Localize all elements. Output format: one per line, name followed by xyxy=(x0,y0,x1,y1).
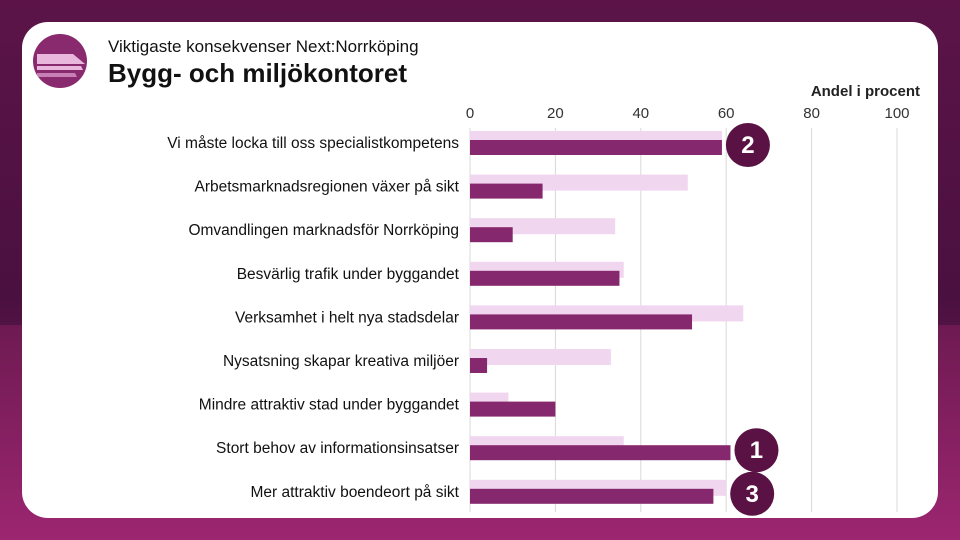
rank-badge-label: 1 xyxy=(750,437,763,464)
rank-badge-label: 2 xyxy=(741,132,754,159)
rank-badge-label: 3 xyxy=(746,481,759,508)
x-tick-label: 80 xyxy=(803,105,820,122)
x-tick-label: 0 xyxy=(466,105,474,122)
rank-badges: 2 1 3 xyxy=(725,123,779,516)
category-label: Mindre attraktiv stad under byggandet xyxy=(199,397,460,414)
category-label: Arbetsmarknadsregionen växer på sikt xyxy=(195,179,460,196)
x-tick-label: 40 xyxy=(632,105,649,122)
bars xyxy=(470,131,744,504)
bar-dark xyxy=(470,183,543,199)
x-tick-label: 100 xyxy=(884,105,909,122)
bar-dark xyxy=(470,488,714,504)
x-tick-label: 60 xyxy=(718,105,735,122)
category-label: Mer attraktiv boendeort på sikt xyxy=(251,484,460,501)
category-label: Omvandlingen marknadsför Norrköping xyxy=(188,222,459,239)
bar-dark xyxy=(470,445,731,461)
bar-dark xyxy=(470,227,513,243)
x-axis-title: Andel i procent xyxy=(810,83,920,100)
rank-badge-circle xyxy=(730,471,775,516)
rank-badge: 1 xyxy=(734,428,779,473)
bar-dark xyxy=(470,314,693,330)
logo-icon xyxy=(33,34,87,88)
bar-dark xyxy=(470,270,620,286)
x-tick-labels: 0 20 40 60 80 100 xyxy=(466,105,910,122)
bar-dark xyxy=(470,401,556,417)
rank-badge-circle xyxy=(734,428,779,473)
bar-dark xyxy=(470,358,488,373)
category-label: Vi måste locka till oss specialistkompet… xyxy=(167,135,459,152)
category-labels: Vi måste locka till oss specialistkompet… xyxy=(167,135,459,501)
rank-badge: 3 xyxy=(730,471,775,516)
category-label: Verksamhet i helt nya stadsdelar xyxy=(235,309,459,326)
bar-light xyxy=(470,349,611,365)
bar-dark xyxy=(470,140,722,155)
category-label: Besvärlig trafik under byggandet xyxy=(237,266,460,283)
slide-subtitle: Viktigaste konsekvenser Next:Norrköping xyxy=(108,37,419,56)
rank-badge-circle xyxy=(725,123,770,167)
category-label: Nysatsning skapar kreativa miljöer xyxy=(223,353,459,370)
x-tick-label: 20 xyxy=(547,105,564,122)
slide-title: Bygg- och miljökontoret xyxy=(108,58,407,88)
category-label: Stort behov av informationsinsatser xyxy=(216,440,459,457)
rank-badge: 2 xyxy=(725,123,770,167)
